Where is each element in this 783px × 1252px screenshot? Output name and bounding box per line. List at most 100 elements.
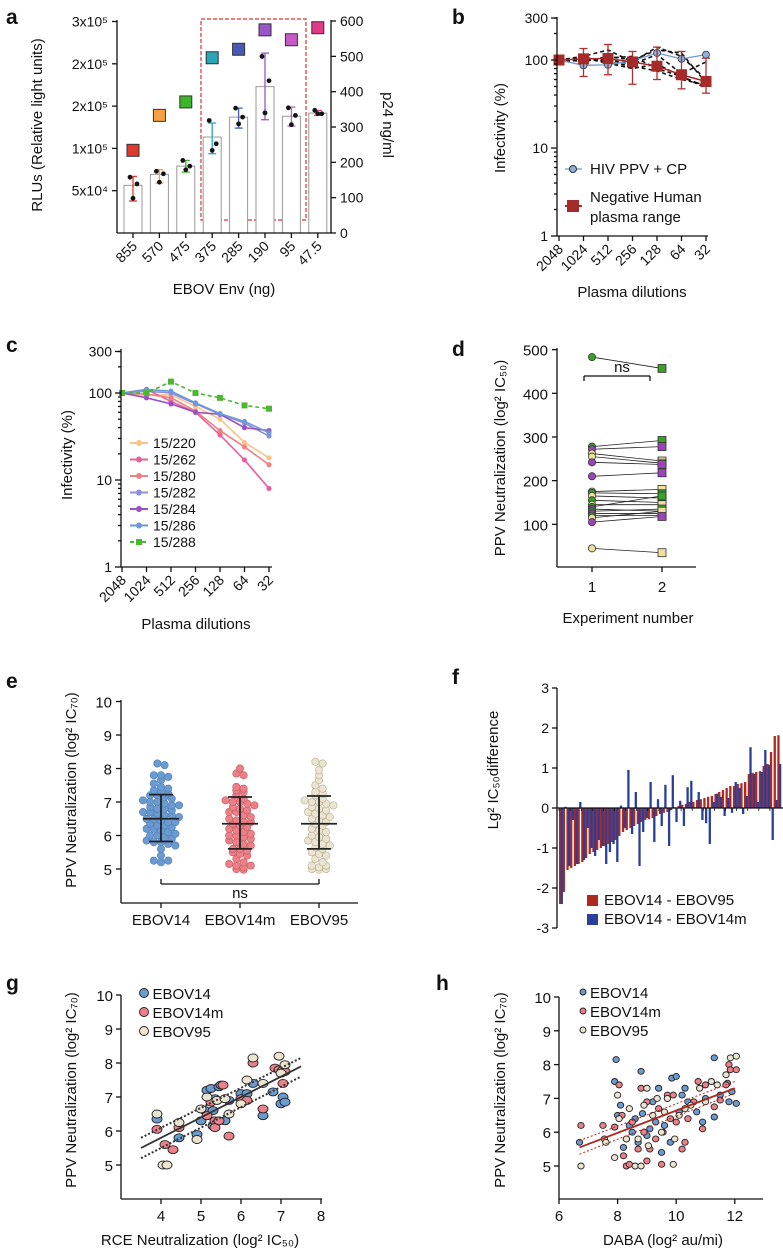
- data-point: [225, 859, 234, 868]
- y-tick-label: 2x10⁵: [72, 98, 108, 114]
- data-point: [153, 759, 162, 768]
- y-tick-label: 8: [105, 1056, 113, 1073]
- difference-bar: [701, 808, 704, 820]
- scatter-point: [646, 1125, 654, 1133]
- y-tick-label: 1: [104, 559, 112, 575]
- scatter-point: [616, 1101, 625, 1109]
- experiment-2-point: [657, 548, 667, 558]
- legend-label: 15/220: [153, 435, 196, 451]
- replicate-dot: [319, 111, 325, 117]
- replicate-dot: [206, 118, 212, 123]
- scatter-point: [213, 1116, 225, 1126]
- data-point: [246, 813, 255, 822]
- scatter-point: [634, 1145, 642, 1153]
- x-tick-label: 1024: [120, 572, 153, 605]
- panel-a-bar-chart: 3x10⁵ 2x10⁵ 2x10⁵ 1x10⁵ 5x10⁴ 0 100 200 300 400 50…: [29, 13, 396, 298]
- difference-bar: [619, 805, 623, 808]
- data-point: [232, 861, 241, 870]
- y-axis-label: Lg² IC₅₀difference: [485, 711, 502, 830]
- scatter-point: [279, 1097, 291, 1107]
- difference-bar: [573, 808, 577, 866]
- legend-marker: [136, 456, 142, 463]
- y-tick-label: 9: [104, 728, 112, 745]
- difference-bar: [640, 808, 643, 822]
- scatter-point: [710, 1113, 718, 1121]
- pair-line: [591, 488, 663, 492]
- scatter-point: [644, 1142, 653, 1150]
- scatter-point: [701, 1081, 710, 1089]
- pair-line: [591, 516, 663, 523]
- data-point: [318, 784, 327, 793]
- y-tick-label: 8: [543, 1058, 551, 1075]
- scatter-point: [698, 1118, 707, 1126]
- pair-line: [591, 440, 663, 447]
- scatter-point: [732, 1066, 740, 1074]
- difference-bar: [707, 796, 710, 808]
- difference-bar: [740, 783, 743, 808]
- scatter-point: [681, 1138, 689, 1146]
- x-tick-label: 475: [165, 238, 193, 266]
- x-tick-label: 2048: [96, 572, 129, 605]
- scatter-point: [653, 1094, 661, 1102]
- x-tick-label: 2: [658, 579, 666, 596]
- legend-marker: [139, 988, 149, 998]
- difference-bar: [762, 766, 765, 808]
- difference-bar: [721, 790, 725, 808]
- difference-bar: [766, 764, 769, 808]
- replicate-dot: [266, 78, 272, 84]
- pair-line: [591, 547, 663, 554]
- data-point: [157, 844, 166, 853]
- panel-label-g: g: [6, 972, 19, 995]
- x-tick-label: 5: [197, 1208, 205, 1225]
- data-point: [307, 797, 316, 806]
- pair-line: [591, 446, 663, 450]
- scatter-point: [660, 1121, 669, 1129]
- pair-line: [591, 456, 663, 464]
- difference-bar: [605, 808, 608, 864]
- replicate-dot: [315, 111, 321, 117]
- pair-line: [591, 356, 663, 369]
- y-right-tick-label: 500: [340, 48, 364, 64]
- difference-bar: [618, 808, 621, 836]
- y-tick-label: 0: [541, 800, 549, 816]
- y-tick-label: 6: [105, 1124, 113, 1141]
- difference-bar: [704, 808, 708, 824]
- difference-bar: [692, 802, 695, 808]
- data-point: [167, 801, 176, 810]
- difference-bar: [670, 808, 673, 810]
- difference-bar: [601, 808, 604, 846]
- y-tick-label: -1: [537, 840, 550, 856]
- difference-bar: [690, 780, 693, 808]
- difference-bar: [751, 772, 754, 808]
- legend-marker: [579, 988, 587, 996]
- data-point: [139, 808, 148, 817]
- data-point: [239, 818, 248, 827]
- pair-line: [591, 510, 663, 519]
- scatter-point: [161, 1160, 173, 1170]
- difference-bar: [599, 808, 602, 848]
- legend-marker: [579, 1007, 587, 1015]
- p24-square-marker: [258, 23, 272, 37]
- data-point: [146, 797, 155, 806]
- scatter-point: [657, 1149, 666, 1156]
- y-tick-label: 3x10⁵: [72, 14, 108, 30]
- data-point: [232, 782, 241, 791]
- scatter-point: [575, 1138, 584, 1146]
- difference-bar: [729, 786, 732, 808]
- y-axis-label: Infectivity (%): [59, 410, 76, 500]
- y-tick-label: 2: [541, 720, 549, 736]
- y-right-tick-label: 100: [340, 190, 364, 206]
- scatter-point: [710, 1103, 718, 1111]
- scatter-point: [577, 1162, 585, 1170]
- scatter-point: [684, 1115, 692, 1123]
- difference-bar: [588, 808, 591, 854]
- legend-marker: [139, 1026, 149, 1036]
- x-tick-label: 7: [277, 1208, 285, 1225]
- y-tick-label: 5: [104, 862, 112, 879]
- difference-bar: [718, 792, 721, 808]
- difference-bar: [607, 808, 610, 844]
- legend-marker-circle: [569, 165, 577, 173]
- highlight-box: [200, 18, 307, 221]
- difference-bar: [629, 808, 632, 828]
- y-tick-label: 300: [525, 10, 549, 26]
